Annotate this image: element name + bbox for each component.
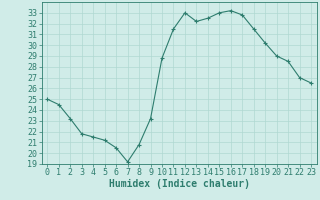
X-axis label: Humidex (Indice chaleur): Humidex (Indice chaleur) <box>109 179 250 189</box>
